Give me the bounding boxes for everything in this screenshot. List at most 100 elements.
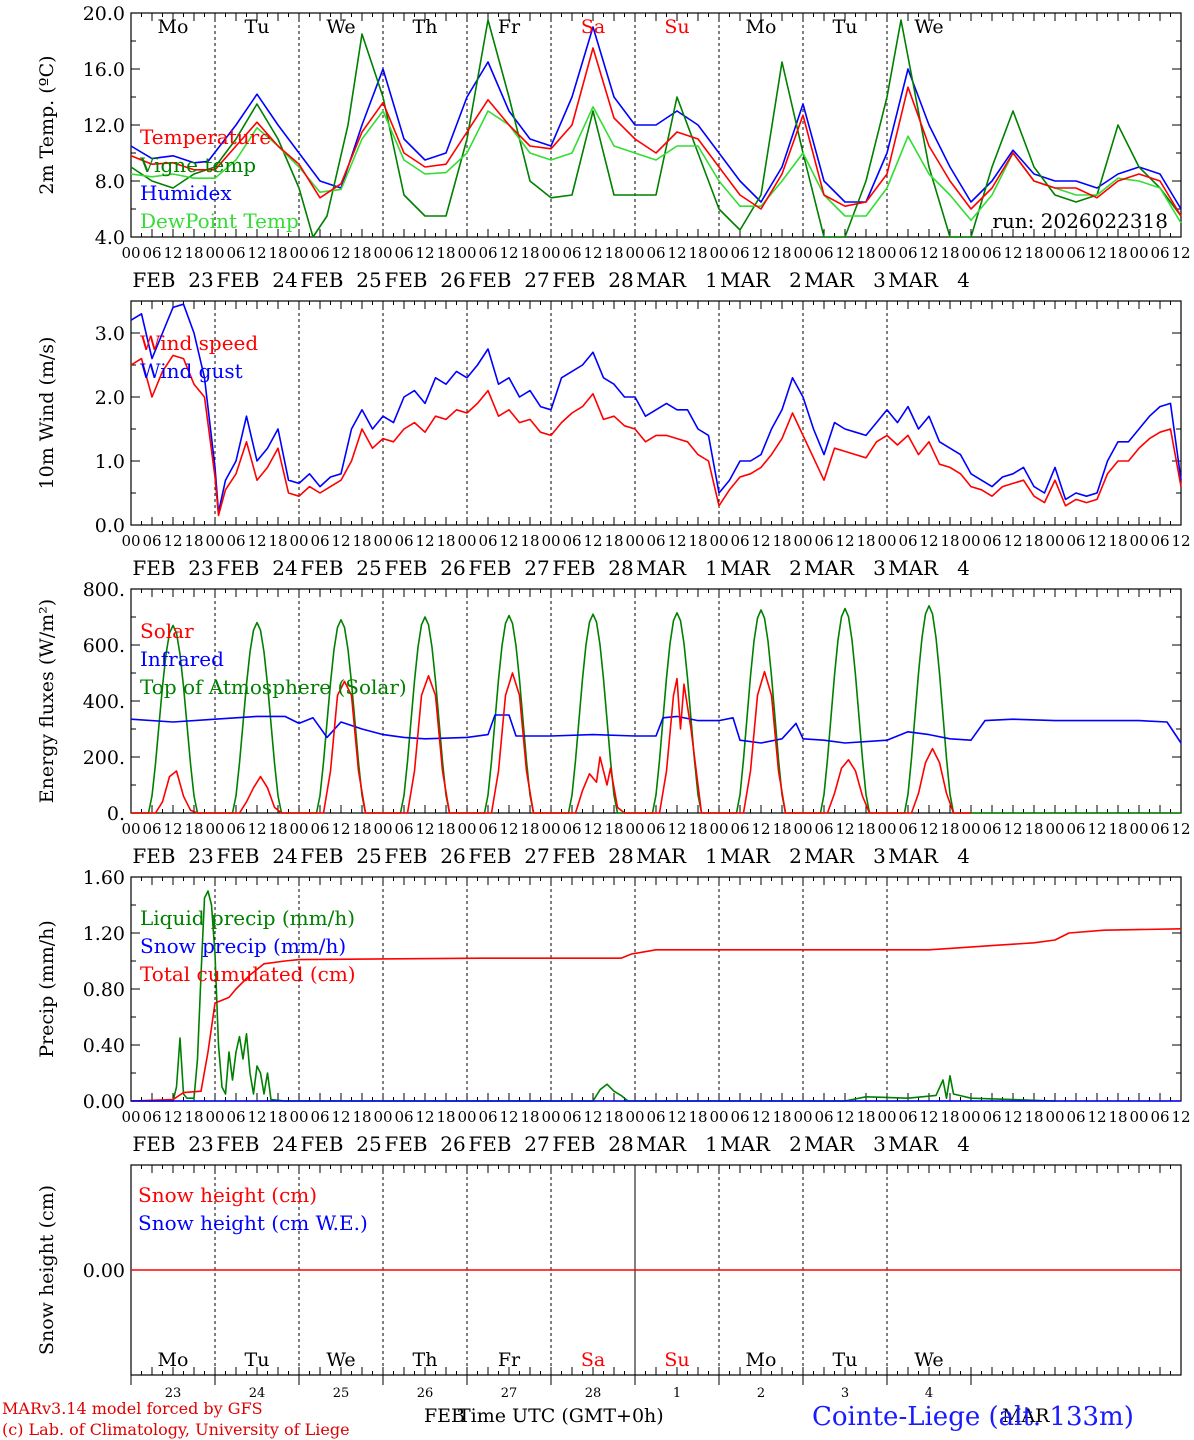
date-label: MAR 3 [804,268,886,292]
y-axis-label: 2m Temp. (ºC) [36,55,58,194]
day-number-label: 27 [501,1386,518,1401]
hour-tick-label: 12 [331,820,350,838]
hour-tick-label: 18 [268,244,287,262]
hour-tick-label: 12 [835,532,854,550]
hour-tick-label: 12 [163,244,182,262]
hour-tick-label: 00 [121,244,140,262]
hour-tick-label: 12 [583,244,602,262]
hour-tick-label: 12 [919,244,938,262]
hour-tick-label: 06 [646,532,665,550]
hour-tick-label: 06 [478,244,497,262]
x-axis-label: Time UTC (GMT+0h) [458,1405,664,1427]
weekday-label: Mo [746,16,777,38]
hour-tick-label: 18 [352,244,371,262]
y-tick-label: 4.0 [95,227,125,249]
hour-tick-label: 18 [604,820,623,838]
hour-tick-label: 06 [1066,820,1085,838]
legend-entry: Snow height (cm W.E.) [138,1211,368,1235]
hour-tick-label: 12 [1003,1108,1022,1126]
hour-tick-label: 18 [1108,1108,1127,1126]
hour-tick-label: 18 [772,532,791,550]
hour-tick-label: 06 [1066,1108,1085,1126]
weekday-label: Su [664,1349,689,1371]
hour-tick-label: 12 [835,1108,854,1126]
hour-tick-label: 06 [562,820,581,838]
hour-tick-label: 00 [205,532,224,550]
hour-tick-label: 12 [751,532,770,550]
date-label: MAR 3 [804,844,886,868]
day-number-label: 3 [841,1386,849,1401]
legend-entry: Wind speed [140,331,258,355]
hour-tick-label: 00 [877,820,896,838]
series-line-top-of-atmosphere [131,605,1181,814]
day-number-label: 26 [417,1386,434,1401]
hour-tick-label: 00 [1129,1108,1148,1126]
hour-tick-label: 12 [499,532,518,550]
hour-tick-label: 12 [1171,244,1190,262]
hour-tick-label: 18 [604,1108,623,1126]
date-label: MAR 2 [720,844,802,868]
hour-tick-label: 06 [226,820,245,838]
hour-tick-label: 12 [667,532,686,550]
y-tick-label: 20.0 [83,3,125,25]
date-label: FEB 28 [552,1132,633,1156]
panel-4: 1.60 1.20 0.80 0.40 0.00 Precip (mm/h) Liquid … [36,867,1191,1156]
weekday-label: Mo [158,16,189,38]
hour-tick-label: 06 [142,820,161,838]
hour-tick-label: 12 [247,820,266,838]
hour-tick-label: 18 [520,1108,539,1126]
hour-tick-label: 06 [898,532,917,550]
hour-tick-label: 00 [877,1108,896,1126]
series-line-liquid-precip [131,890,1056,1102]
date-label: FEB 24 [216,556,297,580]
weekday-label: Tu [833,1349,858,1371]
hour-tick-label: 06 [226,1108,245,1126]
hour-tick-label: 00 [205,1108,224,1126]
hour-tick-label: 12 [919,820,938,838]
date-label: MAR 1 [636,556,718,580]
hour-tick-label: 12 [247,244,266,262]
date-label: FEB 23 [132,844,213,868]
hour-tick-label: 18 [1024,244,1043,262]
y-tick-label: 0.80 [83,979,125,1001]
hour-tick-label: 00 [709,820,728,838]
hour-tick-label: 12 [835,820,854,838]
hour-tick-label: 18 [520,532,539,550]
panel-3: 800. 600. 400. 200. 0. Energy fluxes (W/m²) So… [36,579,1191,868]
hour-tick-label: 06 [646,820,665,838]
hour-tick-label: 00 [373,244,392,262]
hour-tick-label: 00 [877,244,896,262]
date-label: FEB 27 [468,1132,549,1156]
hour-tick-label: 00 [709,1108,728,1126]
hour-tick-label: 12 [1003,532,1022,550]
day-number-label: 2 [757,1386,765,1401]
hour-tick-label: 06 [898,1108,917,1126]
date-label: FEB 27 [468,844,549,868]
hour-tick-label: 12 [583,1108,602,1126]
y-tick-label: 3.0 [95,323,125,345]
model-credit: MARv3.14 model forced by GFS [2,1399,263,1418]
hour-tick-label: 12 [1087,532,1106,550]
month-right-label: MAR [1002,1405,1050,1427]
weekday-label: Su [664,16,689,38]
hour-tick-label: 18 [1108,532,1127,550]
hour-tick-label: 06 [226,244,245,262]
hour-tick-label: 06 [982,532,1001,550]
weekday-label: Sa [581,16,605,38]
hour-tick-label: 00 [1129,820,1148,838]
hour-tick-label: 18 [856,532,875,550]
date-label: MAR 4 [888,1132,970,1156]
date-label: MAR 3 [804,1132,886,1156]
hour-tick-label: 18 [1024,1108,1043,1126]
hour-tick-label: 00 [289,244,308,262]
hour-tick-label: 06 [646,1108,665,1126]
hour-tick-label: 12 [751,244,770,262]
y-tick-label: 400. [83,691,125,713]
hour-tick-label: 18 [520,244,539,262]
hour-tick-label: 18 [184,820,203,838]
date-label: FEB 24 [216,1132,297,1156]
day-number-label: 24 [249,1386,266,1401]
hour-tick-label: 00 [121,820,140,838]
date-label: FEB 28 [552,556,633,580]
